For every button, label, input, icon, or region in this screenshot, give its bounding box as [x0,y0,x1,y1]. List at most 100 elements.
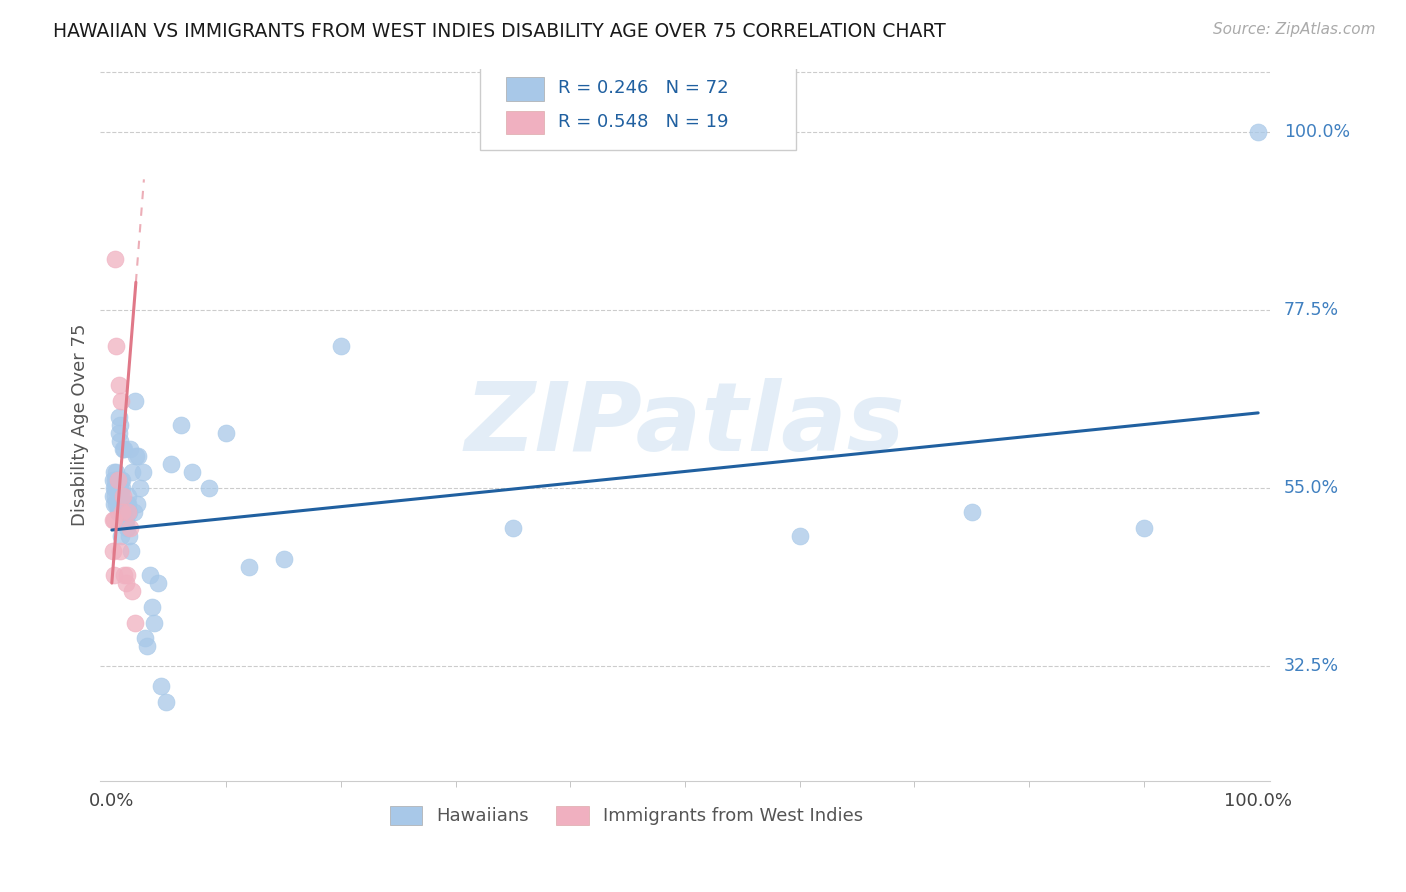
Y-axis label: Disability Age Over 75: Disability Age Over 75 [72,324,89,526]
Text: 100.0%: 100.0% [1284,123,1350,141]
Point [111,481,134,495]
Point [124,615,146,630]
Point [104,481,127,495]
Point [112,505,135,519]
Point [134,632,156,646]
Point [121,465,143,479]
Point [103,465,125,479]
Point [120,442,142,456]
Point [107,425,129,440]
Point [107,505,129,519]
Point [107,497,129,511]
Point [125,497,148,511]
Point [107,473,129,487]
Point [108,544,131,558]
Point [960,505,983,519]
Point [110,473,132,487]
FancyBboxPatch shape [481,62,796,151]
Point [115,568,138,582]
Point [103,481,125,495]
Point [121,584,143,599]
Point [129,481,152,495]
Point [112,442,135,456]
Point [101,544,124,558]
Point [215,425,238,440]
Point [143,615,166,630]
Point [117,497,139,511]
Point [117,505,139,519]
Point [114,497,136,511]
Point [198,481,221,495]
Point [104,489,127,503]
Point [502,521,524,535]
Point [107,473,129,487]
Point [104,252,127,266]
Point [105,465,128,479]
Point [125,450,148,464]
Point [141,599,163,614]
Point [789,528,811,542]
Point [169,417,191,432]
Point [124,394,146,409]
Point [105,338,128,352]
Point [120,544,142,558]
Point [150,679,173,693]
Point [155,695,177,709]
Point [110,528,132,542]
Point [103,513,125,527]
Point [112,505,135,519]
Point [111,505,134,519]
Point [330,338,353,352]
Point [107,409,129,424]
Point [181,465,204,479]
Point [127,450,149,464]
Point [105,473,128,487]
Point [1132,521,1154,535]
Point [122,505,145,519]
Point [136,640,159,654]
Point [160,458,183,472]
Legend: Hawaiians, Immigrants from West Indies: Hawaiians, Immigrants from West Indies [389,806,863,825]
Point [114,513,136,527]
Point [104,473,127,487]
Point [103,497,125,511]
Point [103,568,125,582]
Point [112,442,135,456]
Point [1247,125,1270,139]
Text: R = 0.246   N = 72: R = 0.246 N = 72 [558,79,728,97]
Point [108,481,131,495]
Point [105,497,128,511]
Text: 77.5%: 77.5% [1284,301,1339,319]
Point [115,497,138,511]
Text: Source: ZipAtlas.com: Source: ZipAtlas.com [1212,22,1375,37]
Point [105,481,128,495]
Point [101,513,124,527]
Point [110,394,132,409]
Point [146,576,169,591]
Point [108,417,131,432]
Point [107,489,129,503]
Point [107,378,129,392]
Point [101,473,124,487]
Point [112,489,135,503]
Point [101,489,124,503]
Text: HAWAIIAN VS IMMIGRANTS FROM WEST INDIES DISABILITY AGE OVER 75 CORRELATION CHART: HAWAIIAN VS IMMIGRANTS FROM WEST INDIES … [53,22,946,41]
Text: ZIPatlas: ZIPatlas [464,378,905,471]
Point [132,465,155,479]
Point [117,489,139,503]
Point [138,568,160,582]
Point [120,521,142,535]
Text: 55.0%: 55.0% [1284,479,1339,497]
Point [114,576,136,591]
Bar [506,111,544,134]
Point [238,560,260,574]
Text: R = 0.548   N = 19: R = 0.548 N = 19 [558,113,728,131]
Point [110,489,132,503]
Point [107,481,129,495]
Point [107,489,129,503]
Point [273,552,295,566]
Point [118,505,141,519]
Bar [506,77,544,101]
Point [111,473,134,487]
Point [108,434,131,448]
